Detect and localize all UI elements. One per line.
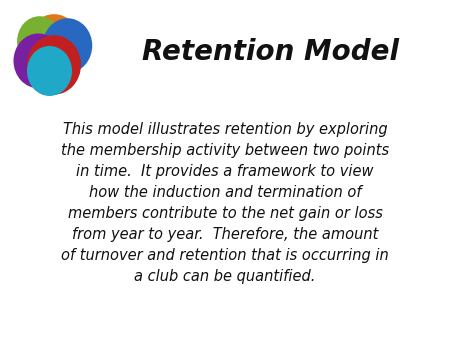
Ellipse shape bbox=[27, 14, 81, 74]
Ellipse shape bbox=[43, 18, 92, 73]
Ellipse shape bbox=[27, 46, 72, 96]
Ellipse shape bbox=[17, 16, 62, 66]
Ellipse shape bbox=[27, 35, 81, 95]
Ellipse shape bbox=[14, 33, 63, 88]
Text: Retention Model: Retention Model bbox=[141, 39, 399, 66]
Text: This model illustrates retention by exploring
the membership activity between tw: This model illustrates retention by expl… bbox=[61, 122, 389, 284]
